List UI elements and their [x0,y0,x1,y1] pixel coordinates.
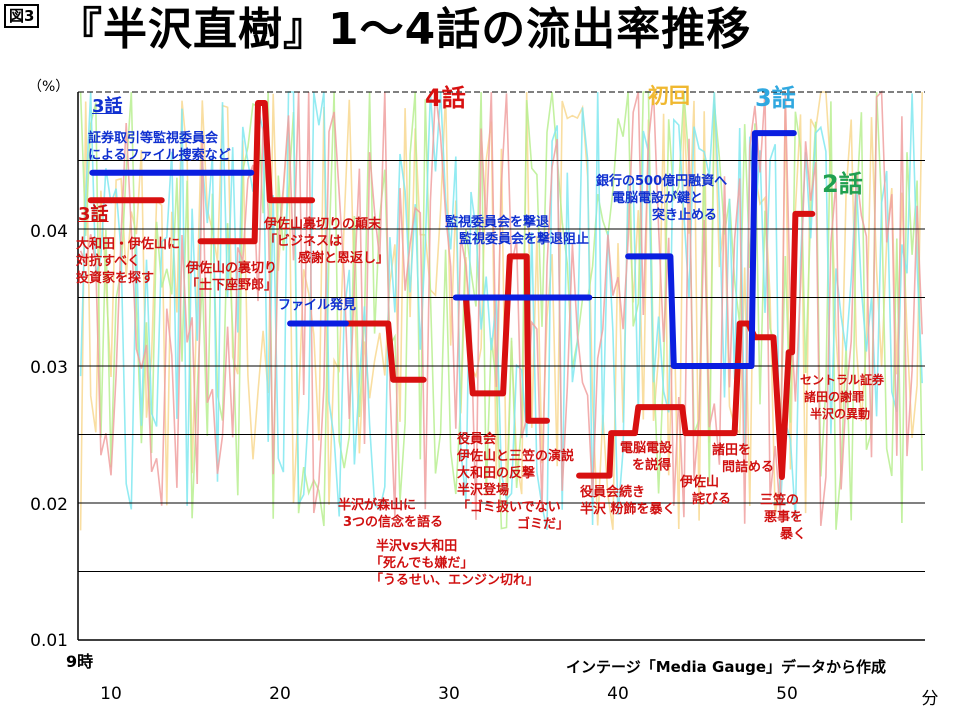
ep4-scene-line [454,253,550,424]
legend-ep3: 3話 [755,84,796,112]
y-tick-label: 0.03 [30,358,68,378]
x-tick-label: 30 [438,684,460,704]
annotation-board-continued: 役員会続き 半沢 粉飾を暴く [580,485,676,517]
x-tick-label: 50 [776,684,798,704]
annotation-file-found: ファイル発見 [278,298,357,313]
noise-line-noise_ep4 [79,90,923,526]
ep4-scene-line [197,100,316,245]
scene-step-lines [87,100,816,480]
legend-ep4: 4話 [425,84,466,112]
annotation-central: セントラル証券 諸田の謝罪 半沢の異動 [800,373,885,421]
annotation-vs-owada: 半沢vs大和田 「死んでも嫌だ」 「うるせい、エンジン切れ」 [370,539,540,588]
annotation-file-search: 証券取引等監視委員会 によるファイル捜索など [88,131,231,163]
annotation-ep3-red-title: 3話 [78,204,109,225]
annotation-ep3-blue-title: 3話 [92,96,123,117]
ep3-scene-line [625,130,797,369]
y-unit-label: （%） [28,79,70,95]
x-tick-label: 20 [269,684,291,704]
annotation-bank-loan: 銀行の500億円融資へ 電脳電設が鍵と 突き止める [596,174,728,223]
annotation-persuade: 電脳電設 を説得 [620,441,673,473]
source-note: インテージ「Media Gauge」データから作成 [566,658,887,676]
chart-title: 『半沢直樹』1～4話の流出率推移 [58,4,752,55]
annotation-board-meeting: 役員会 伊佐山と三笠の演説 大和田の反撃 半沢登場 「ゴミ扱いでない ゴミだ」 [457,432,575,532]
y-tick-label: 0.01 [30,631,68,651]
axes [77,92,925,641]
annotation-moriyama: 半沢が森山に 3つの信念を語る [338,498,444,530]
x-tick-label: 40 [607,684,629,704]
legend-ep2: 2話 [822,170,863,198]
y-tick-label: 0.02 [30,495,68,515]
x-start-label: 9時 [66,652,94,671]
figure-badge: 図3 [4,4,40,28]
x-unit-label: 分 [921,689,939,709]
annotation-committee: 監視委員会を撃退 監視委員会を撃退阻止 [445,215,590,247]
annotation-isayama-end: 伊佐山裏切りの顛末 「ビジネスは 感謝と恩返し」 [264,217,390,266]
annotation-isayama-betrayal: 伊佐山の裏切り 「土下座野郎」 [186,261,278,293]
ep4-scene-line [342,320,427,383]
x-tick-label: 10 [100,684,122,704]
annotation-investor: 大和田・伊佐山に 対抗すべく 投資家を探す [76,237,181,286]
legend-ep1: 初回 [648,84,690,108]
annotation-isayama-apology: 伊佐山 詫びる [680,475,732,507]
y-tick-label: 0.04 [30,222,68,242]
ep4-scene-line [576,210,816,480]
annotation-mikasa: 三笠の 悪事を 暴く [760,493,807,542]
annotation-morota: 諸田を 問詰める [712,443,775,475]
